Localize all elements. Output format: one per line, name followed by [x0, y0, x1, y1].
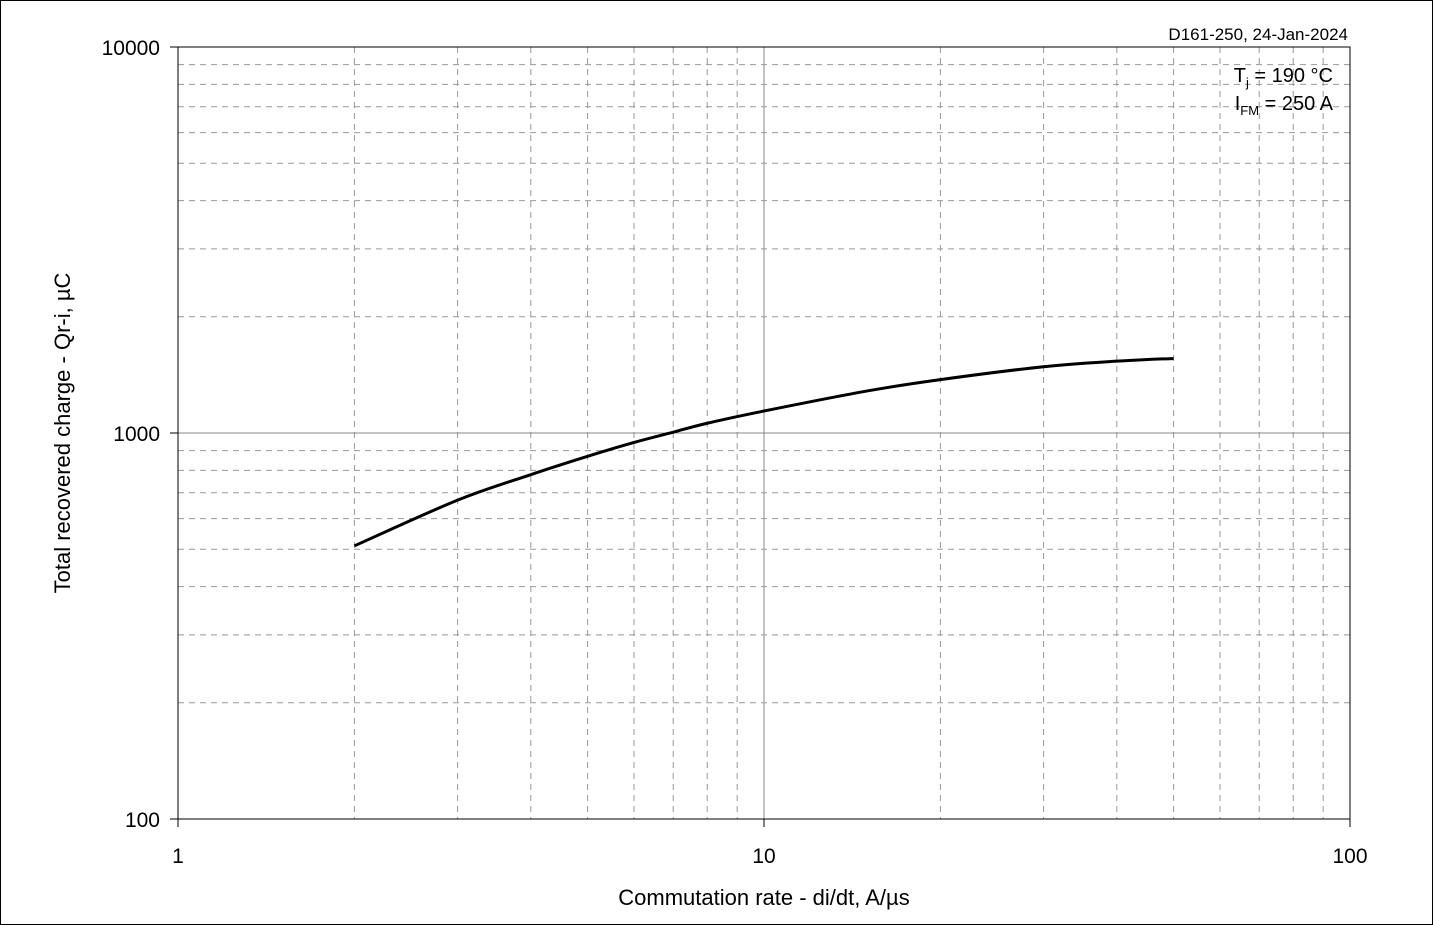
condition-line-ifm: IFM = 250 A — [1235, 93, 1334, 118]
x-axis-title: Commutation rate - di/dt, A/µs — [618, 885, 909, 910]
condition-tj-value: = 190 °C — [1249, 65, 1333, 87]
chart-annotation: D161-250, 24-Jan-2024 — [1168, 25, 1348, 44]
condition-ifm-subscript: FM — [1240, 103, 1259, 118]
series-layer — [353, 356, 1174, 548]
y-tick-label: 10000 — [102, 37, 160, 60]
condition-ifm-symbol: I — [1235, 93, 1241, 115]
condition-tj-symbol: T — [1234, 65, 1246, 87]
y-tick-label: 100 — [125, 809, 160, 832]
x-tick-label: 10 — [752, 845, 775, 868]
y-axis-title: Total recovered charge - Qr-i, µC — [50, 273, 75, 594]
x-tick-label: 1 — [172, 845, 184, 868]
y-tick-label: 1000 — [113, 423, 160, 446]
tick-layer: 1 10 100 100 1000 10000 — [102, 37, 1368, 868]
condition-tj-subscript: j — [1245, 75, 1249, 90]
x-tick-label: 100 — [1332, 845, 1367, 868]
condition-ifm-value: = 250 A — [1259, 93, 1334, 115]
series-line — [353, 356, 1174, 548]
grid-layer — [178, 47, 1350, 819]
condition-line-tj: Tj = 190 °C — [1234, 65, 1333, 90]
